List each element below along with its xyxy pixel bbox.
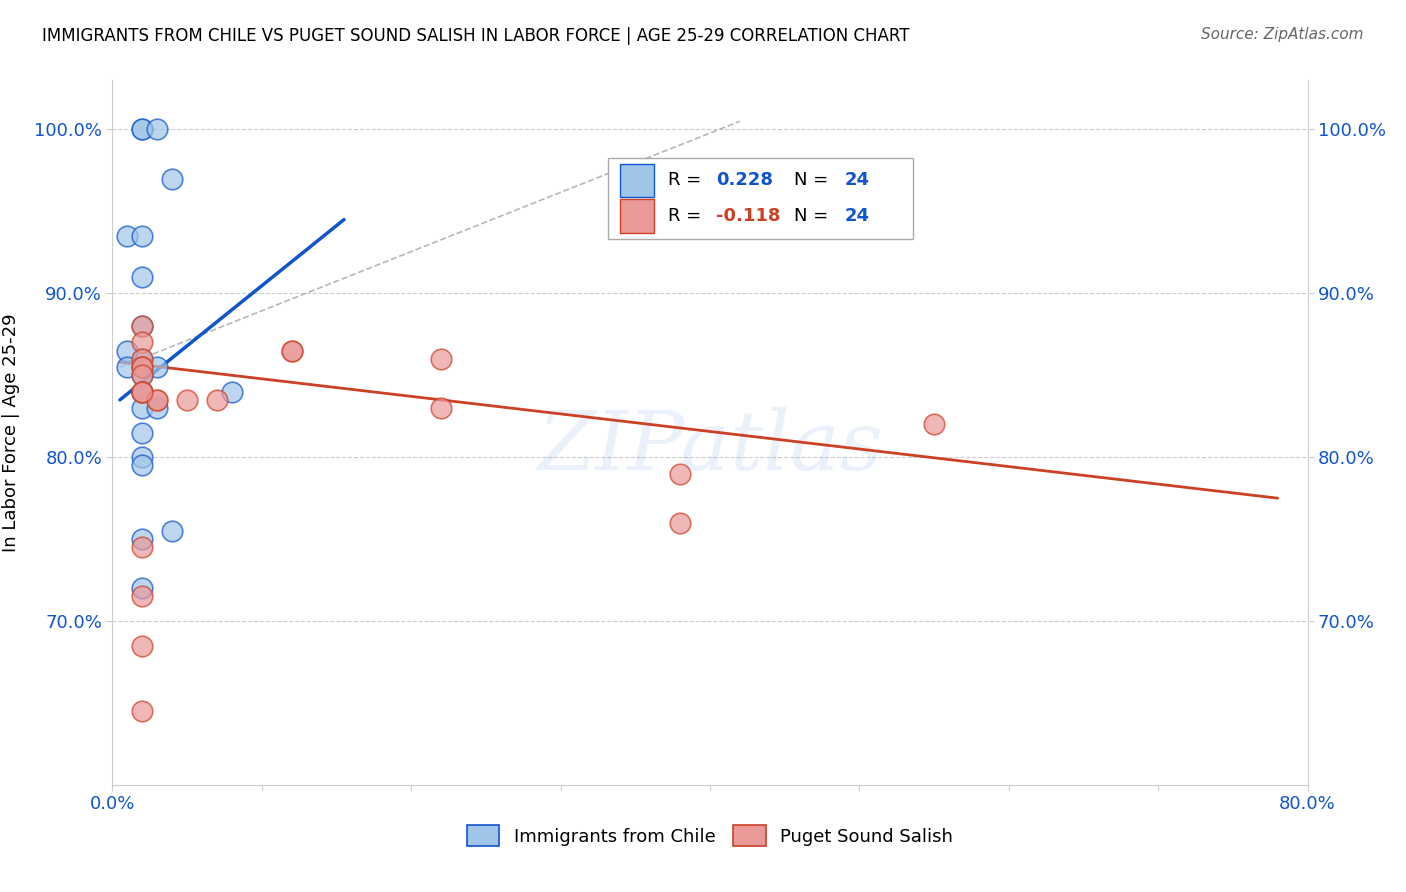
Point [131,351,153,366]
Point [131,319,153,334]
Point [131,351,153,366]
Point [131,319,153,334]
Point [131,335,153,350]
Point [117,229,139,244]
Legend: Immigrants from Chile, Puget Sound Salish: Immigrants from Chile, Puget Sound Salis… [460,818,960,854]
Point [131,458,153,473]
Point [131,704,153,718]
Point [131,269,153,284]
Point [146,360,169,375]
Point [131,384,153,399]
Point [131,360,153,375]
Point [221,384,243,399]
Text: Source: ZipAtlas.com: Source: ZipAtlas.com [1201,27,1364,42]
Point [131,122,153,136]
Point [162,171,183,186]
Point [922,417,945,432]
Point [131,360,153,375]
Point [146,392,169,407]
Point [281,343,304,358]
Text: R =: R = [668,207,707,225]
Point [131,384,153,399]
Point [131,425,153,440]
Point [131,368,153,383]
Point [205,392,228,407]
Point [131,360,153,375]
Point [131,590,153,604]
Point [131,639,153,653]
Point [131,401,153,415]
FancyBboxPatch shape [609,158,914,239]
Point [131,541,153,555]
Text: -0.118: -0.118 [716,207,780,225]
Text: N =: N = [794,207,834,225]
Point [131,384,153,399]
Text: N =: N = [794,171,834,189]
Point [117,343,139,358]
Point [281,343,304,358]
FancyBboxPatch shape [620,199,654,233]
Point [131,384,153,399]
Point [176,392,198,407]
Text: 0.228: 0.228 [716,171,773,189]
Text: IMMIGRANTS FROM CHILE VS PUGET SOUND SALISH IN LABOR FORCE | AGE 25-29 CORRELATI: IMMIGRANTS FROM CHILE VS PUGET SOUND SAL… [42,27,910,45]
Point [131,532,153,546]
Text: 24: 24 [845,171,870,189]
Point [117,360,139,375]
Point [131,582,153,596]
Y-axis label: In Labor Force | Age 25-29: In Labor Force | Age 25-29 [3,313,20,552]
Text: 24: 24 [845,207,870,225]
Point [131,229,153,244]
Point [146,392,169,407]
Point [669,516,692,530]
FancyBboxPatch shape [620,163,654,197]
Point [146,401,169,415]
Text: ZIPatlas: ZIPatlas [537,407,883,487]
Text: R =: R = [668,171,707,189]
Point [430,351,453,366]
Point [131,368,153,383]
Point [669,467,692,481]
Point [131,122,153,136]
Point [162,524,183,538]
Point [131,450,153,465]
Point [430,401,453,415]
Point [146,122,169,136]
